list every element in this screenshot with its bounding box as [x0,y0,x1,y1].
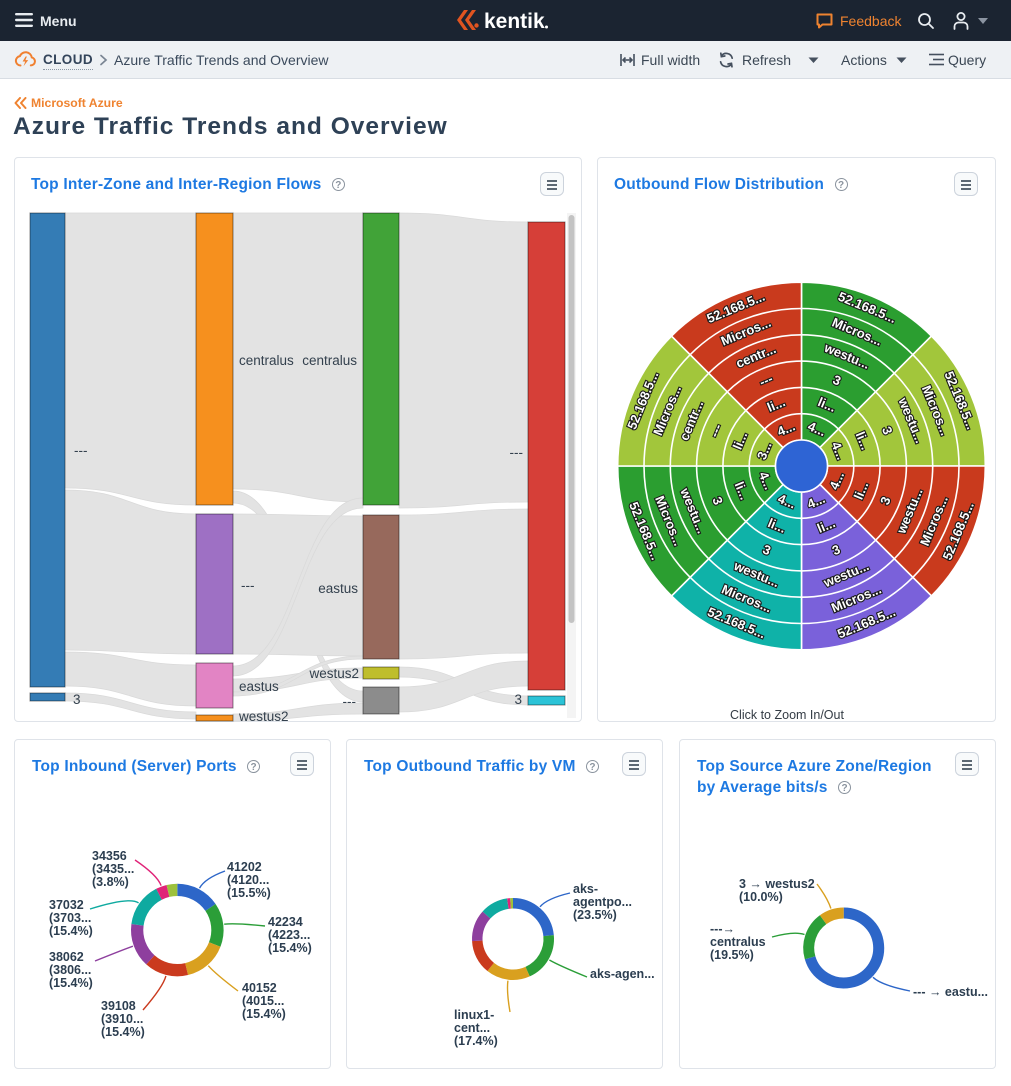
svg-text:---: --- [241,578,255,593]
svg-text:westus2: westus2 [308,666,359,681]
svg-text:Click to Zoom In/Out: Click to Zoom In/Out [730,708,844,722]
svg-text:centralus: centralus [239,353,294,368]
svg-text:westus2: westus2 [238,709,289,722]
svg-text:4...: 4... [806,418,828,439]
svg-text:---: --- [757,371,775,390]
svg-text:---: --- [510,445,524,460]
svg-text:3: 3 [514,692,522,707]
svg-text:---: --- [343,694,357,709]
svg-text:---: --- [74,443,88,458]
svg-text:centralus: centralus [302,353,357,368]
svg-text:eastus: eastus [239,679,279,694]
svg-text:eastus: eastus [318,581,358,596]
svg-text:kentik: kentik [484,10,545,33]
svg-text:3: 3 [73,692,81,707]
